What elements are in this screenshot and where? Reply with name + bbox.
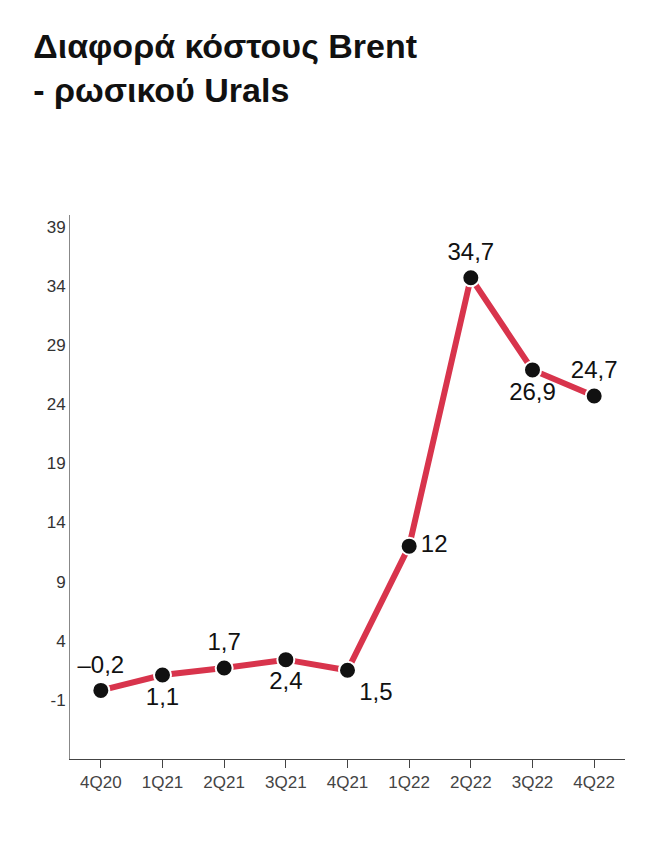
svg-text:1Q21: 1Q21	[142, 773, 184, 792]
svg-text:24,7: 24,7	[571, 356, 618, 383]
svg-text:9: 9	[56, 573, 65, 592]
svg-text:14: 14	[47, 513, 66, 532]
svg-text:2Q22: 2Q22	[450, 773, 492, 792]
svg-text:4: 4	[56, 632, 65, 651]
svg-text:Διαφορά κόστους Brent- ρωσικού: Διαφορά κόστους Brent- ρωσικού Urals	[33, 27, 417, 109]
svg-text:34: 34	[47, 277, 66, 296]
svg-text:12: 12	[421, 530, 448, 557]
svg-text:29: 29	[47, 336, 66, 355]
svg-text:3Q21: 3Q21	[265, 773, 307, 792]
svg-text:-1: -1	[50, 691, 65, 710]
svg-text:4Q21: 4Q21	[327, 773, 369, 792]
svg-text:39: 39	[47, 218, 66, 237]
svg-text:4Q22: 4Q22	[573, 773, 615, 792]
svg-text:19: 19	[47, 454, 66, 473]
svg-text:4Q20: 4Q20	[80, 773, 122, 792]
svg-text:34,7: 34,7	[447, 238, 494, 265]
svg-text:3Q22: 3Q22	[512, 773, 554, 792]
svg-text:1Q22: 1Q22	[388, 773, 430, 792]
svg-text:1,7: 1,7	[207, 628, 240, 655]
svg-text:1,5: 1,5	[359, 678, 392, 705]
svg-text:2,4: 2,4	[269, 667, 302, 694]
svg-text:1,1: 1,1	[146, 683, 179, 710]
svg-text:24: 24	[47, 395, 66, 414]
svg-text:26,9: 26,9	[509, 378, 556, 405]
svg-text:–0,2: –0,2	[77, 651, 124, 678]
svg-text:2Q21: 2Q21	[203, 773, 245, 792]
